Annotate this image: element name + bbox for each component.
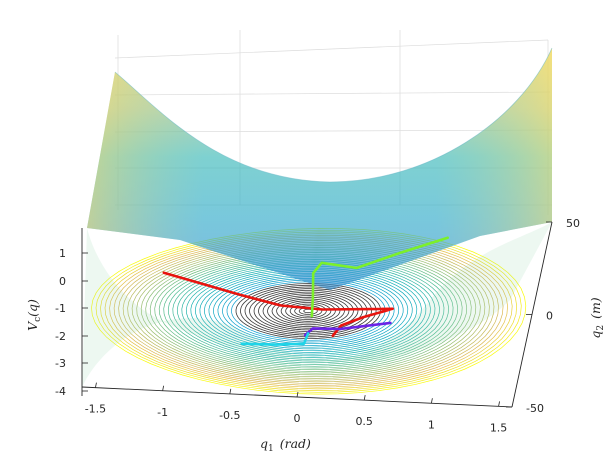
- contour-line: [231, 281, 386, 341]
- x-tick-mark: [296, 391, 299, 398]
- contour-line: [217, 276, 400, 346]
- x-tick-label: -1: [157, 406, 168, 419]
- x-tick-mark: [498, 401, 500, 407]
- z-tick-label: 0: [59, 275, 66, 288]
- z-tick-label: -1: [55, 302, 66, 315]
- contour-line: [222, 277, 395, 345]
- contour-line: [294, 305, 323, 317]
- y-tick-label: 0: [546, 310, 553, 323]
- grid-line: [114, 129, 553, 133]
- y-axis-label: q2(m): [588, 297, 606, 338]
- trajectory-3: [240, 332, 310, 346]
- contour-line: [240, 284, 377, 338]
- z-tick-label: -3: [55, 357, 66, 370]
- x-tick-mark: [363, 395, 366, 401]
- y-tick-label: -50: [526, 402, 544, 415]
- contour-line: [235, 283, 382, 340]
- x-tick-mark: [229, 388, 232, 394]
- contour-line: [249, 288, 368, 334]
- x-tick-label: 1: [428, 418, 435, 431]
- z-tick-label: -4: [55, 385, 66, 398]
- y-tick-label: 50: [566, 217, 580, 230]
- contour-line: [271, 296, 345, 326]
- grid-line: [114, 91, 551, 96]
- bowl-rim: [114, 47, 553, 183]
- contour-line: [276, 298, 341, 324]
- x-tick-label: 0.5: [355, 415, 373, 428]
- z-axis-label: Vc(q): [25, 299, 43, 331]
- x-tick-label: 1.5: [490, 421, 508, 434]
- trajectories: [162, 236, 449, 346]
- bowl-lower-sheet: [82, 222, 552, 387]
- trajectory-2: [303, 321, 392, 337]
- contour-line: [208, 272, 409, 350]
- z-tick-label: 1: [59, 247, 66, 260]
- y-tick-labels: -50 0 50: [506, 217, 580, 415]
- contour-line: [262, 293, 354, 329]
- x-tick-label: -1.5: [85, 403, 106, 416]
- z-tick-label: -2: [55, 330, 66, 343]
- bowl-edge-shading: [87, 48, 552, 290]
- x-tick-mark: [95, 382, 97, 388]
- trajectory-1: [310, 236, 449, 318]
- contour-line: [285, 302, 332, 320]
- x-tick-label: -0.5: [219, 409, 240, 422]
- contour-line: [289, 303, 327, 319]
- x-axis-label: q1 (rad): [260, 436, 311, 454]
- trajectory-0: [162, 271, 394, 337]
- contour-line: [213, 274, 404, 348]
- x-tick-mark: [430, 398, 433, 404]
- contour-line: [280, 300, 336, 322]
- x-tick-mark: [162, 385, 165, 391]
- z-tick-labels: 1 0 -1 -2 -3 -4: [55, 247, 88, 398]
- x-tick-label: 0: [294, 412, 301, 425]
- grid-line: [114, 39, 549, 59]
- bowl-surface: [82, 47, 553, 387]
- contour-line: [267, 295, 350, 327]
- contour-line: [226, 279, 391, 343]
- x-tick-labels: -1.5 -1 -0.5 0 0.5 1 1.5: [85, 382, 508, 434]
